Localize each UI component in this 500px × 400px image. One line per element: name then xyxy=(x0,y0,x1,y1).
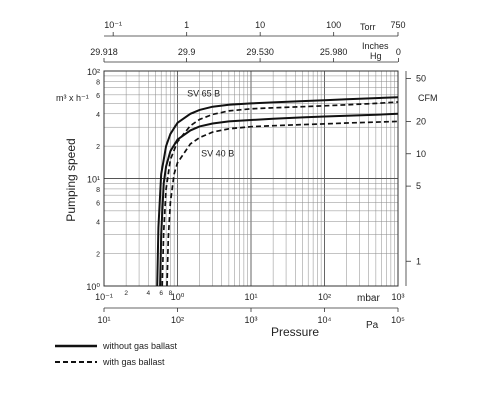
inches-hg-tick-label: 29.530 xyxy=(246,47,274,57)
y-minor-tick-label: 4 xyxy=(96,219,100,226)
inches-hg-tick-label: 0 xyxy=(396,47,401,57)
legend: without gas ballast with gas ballast xyxy=(55,341,178,367)
y-minor-tick-label: 4 xyxy=(96,112,100,119)
y-minor-tick-label: 6 xyxy=(96,93,100,100)
y-minor-tick-label: 8 xyxy=(96,79,100,86)
cfm-tick-label: 50 xyxy=(416,74,426,84)
x-axis-inches-unit: Inches xyxy=(362,41,389,51)
curve-sv-65-b-dashed xyxy=(161,101,399,287)
y-minor-tick-label: 2 xyxy=(96,252,100,259)
cfm-tick-label: 10 xyxy=(416,149,426,159)
axes-layer xyxy=(103,32,411,312)
curve-sv-40-b-solid xyxy=(159,112,399,287)
grid-layer xyxy=(103,70,399,287)
curve-label: SV 40 B xyxy=(201,149,234,159)
legend-label-with-ballast: with gas ballast xyxy=(102,357,165,367)
y-major-tick-label: 10¹ xyxy=(87,175,100,185)
x-mbar-tick-label: 10³ xyxy=(391,292,404,302)
torr-tick-label: 10⁻¹ xyxy=(104,20,122,30)
pa-tick-label: 10⁴ xyxy=(318,315,332,325)
cfm-tick-label: 5 xyxy=(416,181,421,191)
x-mbar-tick-label: 10² xyxy=(318,292,331,302)
torr-tick-label: 750 xyxy=(390,20,405,30)
torr-tick-label: 100 xyxy=(326,20,341,30)
pa-tick-label: 10¹ xyxy=(97,315,110,325)
plot-frame xyxy=(103,70,399,287)
y-minor-tick-label: 8 xyxy=(96,187,100,194)
x-axis-pa-unit: Pa xyxy=(366,320,379,331)
cfm-tick-label: 1 xyxy=(416,256,421,266)
y-major-tick-label: 10² xyxy=(87,67,100,77)
x-axis-hg-unit: Hg xyxy=(370,51,382,61)
x-mbar-minor-tick-label: 6 xyxy=(159,290,163,297)
x-mbar-minor-tick-label: 2 xyxy=(124,290,128,297)
x-axis-torr-unit: Torr xyxy=(360,22,376,32)
curve-label: SV 65 B xyxy=(187,88,220,98)
inches-hg-tick-label: 25.980 xyxy=(320,47,348,57)
torr-tick-label: 1 xyxy=(184,20,189,30)
x-mbar-tick-label: 10¹ xyxy=(244,292,257,302)
right-axis-unit: CFM xyxy=(418,93,438,103)
pa-tick-label: 10⁵ xyxy=(391,315,405,325)
pa-tick-label: 10³ xyxy=(244,315,257,325)
x-axis-mbar-unit: mbar xyxy=(357,293,380,304)
y-major-tick-label: 10⁰ xyxy=(86,282,100,292)
curve-sv-65-b-solid xyxy=(156,96,399,287)
x-mbar-tick-label: 10⁰ xyxy=(171,292,185,302)
pa-tick-label: 10² xyxy=(171,315,184,325)
x-mbar-minor-tick-label: 4 xyxy=(146,290,150,297)
x-mbar-minor-tick-label: 8 xyxy=(169,290,173,297)
y-axis-unit: m³ x h⁻¹ xyxy=(56,93,89,103)
legend-label-without-ballast: without gas ballast xyxy=(102,341,178,351)
inches-hg-tick-label: 29.9 xyxy=(178,47,196,57)
y-axis-title: Pumping speed xyxy=(64,138,78,221)
cfm-tick-label: 20 xyxy=(416,116,426,126)
y-minor-tick-label: 6 xyxy=(96,200,100,207)
curve-sv-40-b-dashed xyxy=(166,120,399,287)
y-minor-tick-label: 2 xyxy=(96,144,100,151)
x-mbar-tick-label: 10⁻¹ xyxy=(95,292,113,302)
torr-tick-label: 10 xyxy=(255,20,265,30)
series-layer xyxy=(156,96,399,287)
inches-hg-tick-label: 29.918 xyxy=(90,47,118,57)
x-axis-title: Pressure xyxy=(271,325,319,339)
